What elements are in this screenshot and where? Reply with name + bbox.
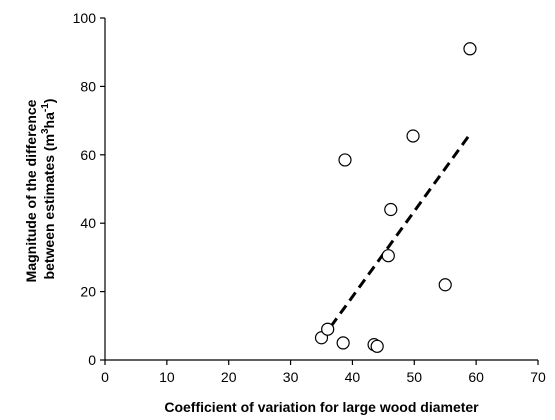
x-axis-title: Coefficient of variation for large wood … <box>164 399 479 415</box>
data-point <box>438 278 452 292</box>
data-point <box>338 153 352 167</box>
data-point <box>384 202 398 217</box>
trend-line-group <box>320 133 472 341</box>
x-tick-label: 0 <box>101 369 109 385</box>
y-axis-title-sup1: 3 <box>40 128 51 134</box>
y-tick-label: 40 <box>80 215 96 231</box>
y-tick-label: 100 <box>73 10 97 26</box>
x-axis-ticks: 0 10 20 30 40 50 60 70 <box>101 360 546 385</box>
y-tick-label: 60 <box>80 147 96 163</box>
data-point <box>463 42 477 56</box>
y-tick-label: 80 <box>80 78 96 94</box>
y-axis-title-mid: ha <box>41 112 57 129</box>
x-tick-label: 10 <box>159 369 175 385</box>
y-tick-label: 20 <box>80 284 96 300</box>
data-point <box>381 249 395 263</box>
y-axis-ticks: 0 20 40 60 80 100 <box>73 10 105 368</box>
y-axis-title-line2: between estimates (m3ha-1) <box>40 99 57 280</box>
y-axis-title-prefix: between estimates (m <box>41 134 57 280</box>
x-tick-label: 50 <box>406 369 422 385</box>
x-tick-label: 30 <box>283 369 299 385</box>
y-axis-title-sup2: -1 <box>40 103 51 112</box>
y-tick-label: 0 <box>88 352 96 368</box>
y-axis-title-line1: Magnitude of the difference <box>23 99 39 282</box>
x-tick-label: 60 <box>468 369 484 385</box>
y-axis-title: Magnitude of the difference between esti… <box>23 96 57 283</box>
data-point <box>370 339 384 353</box>
y-axis-title-suffix: ) <box>41 99 57 104</box>
data-point <box>406 129 420 143</box>
data-point <box>321 322 335 336</box>
data-points <box>314 42 477 353</box>
x-tick-label: 70 <box>530 369 546 385</box>
axes <box>104 18 538 361</box>
x-tick-label: 20 <box>221 369 237 385</box>
trend-line <box>320 133 472 341</box>
data-point <box>336 336 350 350</box>
x-tick-label: 40 <box>345 369 361 385</box>
